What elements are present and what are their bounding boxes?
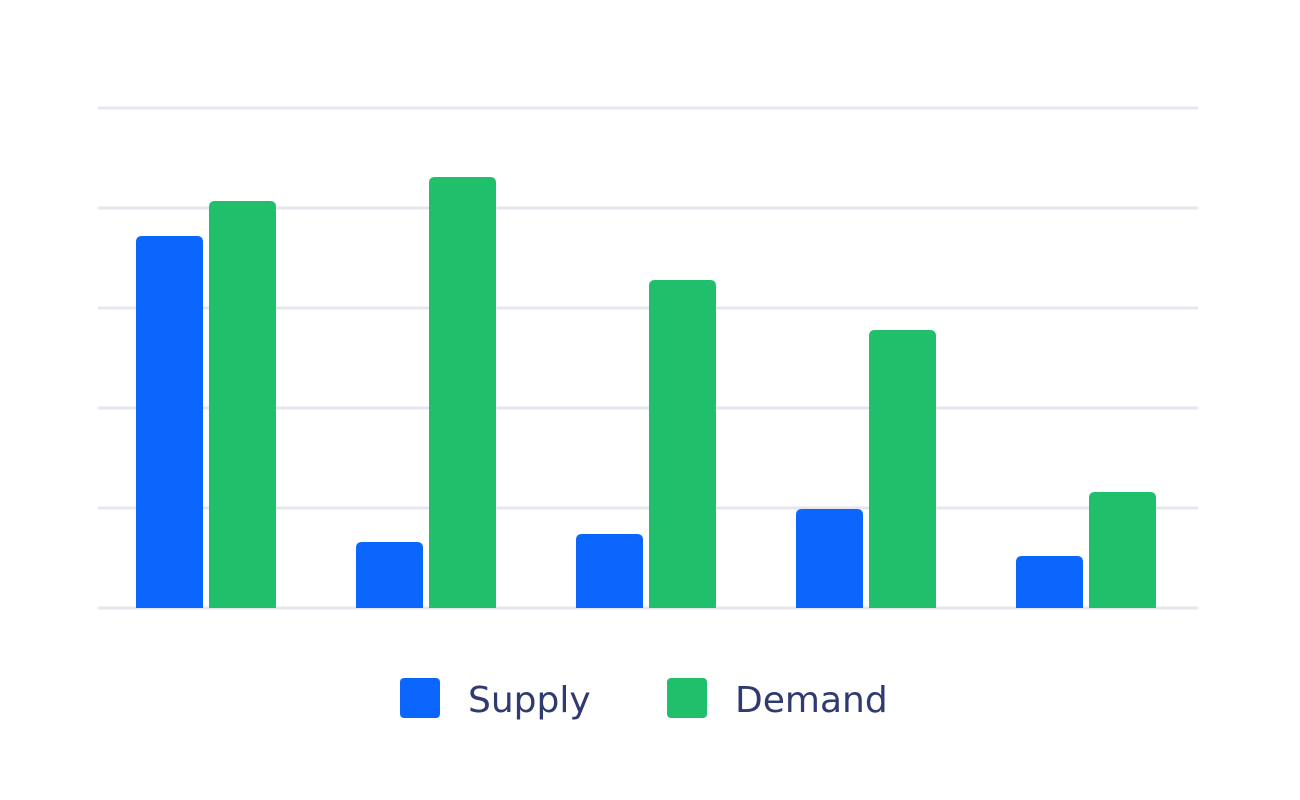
bar-supply-2 [356, 542, 423, 608]
bar-supply-4 [796, 509, 863, 608]
legend-label-supply: Supply [468, 680, 591, 721]
bar-demand-4 [869, 330, 936, 608]
bar-demand-3 [649, 280, 716, 608]
legend: Supply Demand [400, 678, 888, 721]
bar-supply-1 [136, 236, 203, 608]
bar-supply-3 [576, 534, 643, 608]
gridlines [98, 106, 1198, 610]
legend-swatch-demand [667, 678, 707, 718]
bars [136, 177, 1156, 608]
bar-demand-2 [429, 177, 496, 608]
legend-swatch-supply [400, 678, 440, 718]
bar-demand-1 [209, 201, 276, 608]
bar-supply-5 [1016, 556, 1083, 608]
legend-label-demand: Demand [735, 680, 888, 721]
bar-demand-5 [1089, 492, 1156, 608]
